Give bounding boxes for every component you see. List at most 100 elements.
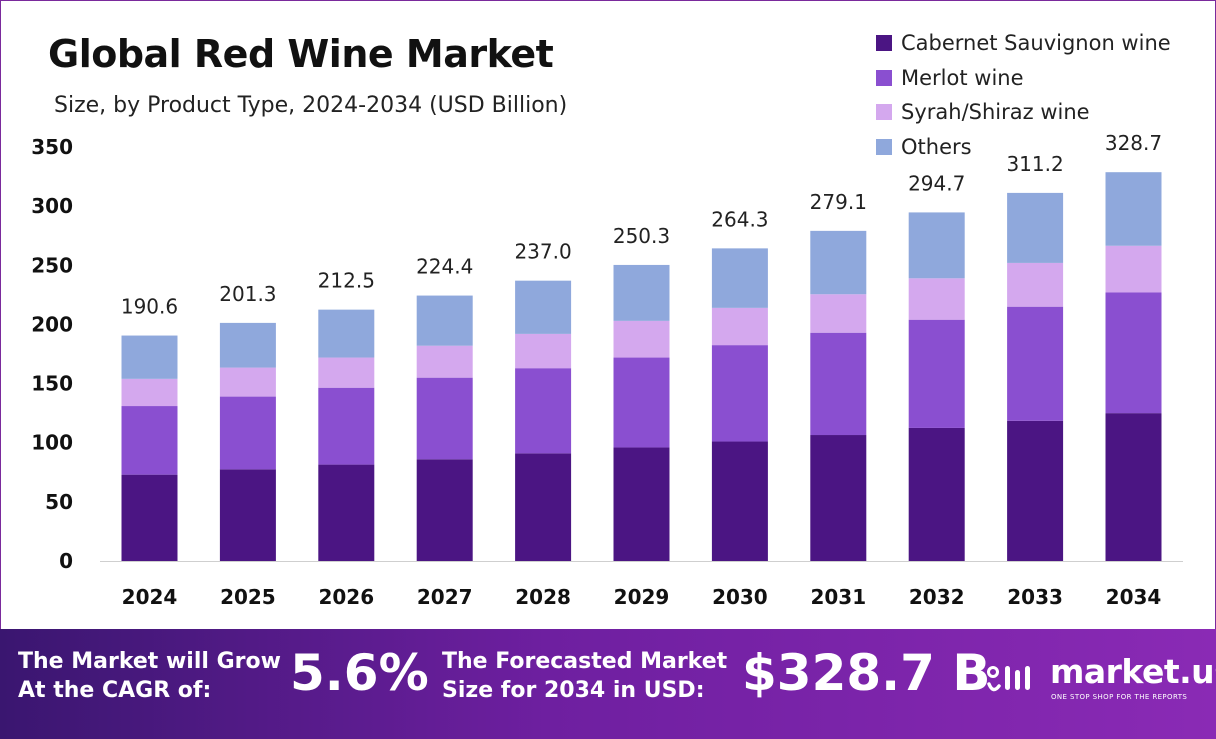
chart-subtitle: Size, by Product Type, 2024-2034 (USD Bi… xyxy=(54,93,568,118)
cagr-label: The Market will Grow At the CAGR of: xyxy=(18,647,281,705)
forecast-value: $328.7 B xyxy=(742,644,991,702)
bar-segment-cabernet xyxy=(1007,420,1064,561)
y-tick-label: 100 xyxy=(31,431,73,455)
bar-segment-others xyxy=(613,264,670,321)
legend-item-others: Others xyxy=(876,130,1171,165)
bar-segment-cabernet xyxy=(1105,413,1162,561)
bar-segment-cabernet xyxy=(515,453,572,561)
bar-segment-syrah xyxy=(121,378,178,407)
bar-segment-cabernet xyxy=(711,441,768,561)
y-tick-label: 50 xyxy=(45,490,73,514)
legend-swatch-merlot xyxy=(876,69,892,86)
bar-segment-others xyxy=(515,280,572,334)
legend-label-others: Others xyxy=(901,134,972,159)
bar-segment-merlot xyxy=(711,345,768,442)
legend-swatch-syrah xyxy=(876,104,892,121)
bar-segment-syrah xyxy=(613,320,670,358)
bar-segment-syrah xyxy=(416,345,473,378)
bar-segment-cabernet xyxy=(810,435,867,561)
bar-segment-others xyxy=(416,295,473,346)
bar-total-label: 294.7 xyxy=(908,171,965,195)
bar-segment-syrah xyxy=(1105,245,1162,293)
x-tick-label: 2025 xyxy=(220,585,276,609)
bar-segment-cabernet xyxy=(121,474,178,561)
y-tick-label: 200 xyxy=(31,312,73,336)
y-tick-label: 300 xyxy=(31,194,73,218)
y-tick-label: 0 xyxy=(59,549,73,573)
bar-total-label: 237.0 xyxy=(514,240,571,264)
forecast-label-line1: The Forecasted Market xyxy=(442,649,728,674)
bar-total-label: 201.3 xyxy=(219,282,276,306)
bar-segment-merlot xyxy=(416,377,473,460)
bar-segment-others xyxy=(908,212,965,279)
bar-segment-merlot xyxy=(515,368,572,454)
forecast-label: The Forecasted Market Size for 2034 in U… xyxy=(442,647,727,705)
bar-total-label: 264.3 xyxy=(711,207,768,231)
bar-total-label: 224.4 xyxy=(416,255,473,279)
market-us-tagline: ONE STOP SHOP FOR THE REPORTS xyxy=(1051,693,1188,701)
bar-segment-merlot xyxy=(219,396,276,470)
cagr-label-line2: At the CAGR of: xyxy=(18,678,212,703)
x-tick-label: 2030 xyxy=(712,585,768,609)
bar-segment-syrah xyxy=(515,333,572,369)
legend-label-merlot: Merlot wine xyxy=(901,65,1024,90)
x-tick-label: 2027 xyxy=(417,585,473,609)
bar-segment-others xyxy=(219,322,276,368)
x-tick-label: 2031 xyxy=(810,585,866,609)
bar-segment-merlot xyxy=(810,332,867,436)
bar-total-label: 250.3 xyxy=(613,224,670,248)
bar-segment-syrah xyxy=(908,278,965,320)
cagr-value: 5.6% xyxy=(290,644,429,702)
bar-segment-syrah xyxy=(1007,262,1064,307)
bar-segment-syrah xyxy=(810,294,867,333)
bar-segment-others xyxy=(121,335,178,379)
forecast-label-line2: Size for 2034 in USD: xyxy=(442,678,705,703)
bar-segment-merlot xyxy=(318,387,375,465)
y-tick-label: 250 xyxy=(31,253,73,277)
bar-segment-merlot xyxy=(121,406,178,475)
bar-total-label: 212.5 xyxy=(318,269,375,293)
bar-segment-merlot xyxy=(908,319,965,428)
legend: Cabernet Sauvignon wine Merlot wine Syra… xyxy=(876,26,1171,164)
cagr-label-line1: The Market will Grow xyxy=(18,649,281,674)
x-tick-label: 2029 xyxy=(614,585,670,609)
bar-segment-syrah xyxy=(318,357,375,388)
legend-label-syrah: Syrah/Shiraz wine xyxy=(901,100,1090,125)
bar-total-label: 328.7 xyxy=(1105,131,1162,155)
market-us-logo-icon xyxy=(987,666,1030,692)
bar-segment-others xyxy=(711,248,768,308)
bar-segment-others xyxy=(318,309,375,358)
bar-total-label: 279.1 xyxy=(810,190,867,214)
legend-item-syrah: Syrah/Shiraz wine xyxy=(876,95,1171,130)
market-us-logo-text: market.us xyxy=(1050,652,1216,691)
x-tick-label: 2032 xyxy=(909,585,965,609)
bar-segment-cabernet xyxy=(416,459,473,561)
bar-segment-merlot xyxy=(613,357,670,448)
x-tick-label: 2033 xyxy=(1007,585,1063,609)
bar-total-label: 190.6 xyxy=(121,295,178,319)
bar-total-label: 311.2 xyxy=(1006,152,1063,176)
bar-segment-others xyxy=(1105,172,1162,246)
x-tick-label: 2024 xyxy=(122,585,178,609)
legend-swatch-cabernet xyxy=(876,35,892,52)
bar-segment-syrah xyxy=(711,307,768,346)
legend-item-cabernet: Cabernet Sauvignon wine xyxy=(876,26,1171,61)
legend-label-cabernet: Cabernet Sauvignon wine xyxy=(901,31,1171,56)
bar-segment-syrah xyxy=(219,367,276,397)
footer-banner: The Market will Grow At the CAGR of: 5.6… xyxy=(0,629,1216,739)
x-tick-label: 2026 xyxy=(318,585,374,609)
x-tick-label: 2034 xyxy=(1106,585,1162,609)
bar-segment-cabernet xyxy=(318,464,375,561)
bar-segment-cabernet xyxy=(613,447,670,561)
bar-segment-cabernet xyxy=(219,469,276,561)
legend-swatch-others xyxy=(876,138,892,155)
stacked-bar-chart: 0 50 100 150 200 250 300 350 190.6 2024 201.3 2025 2… xyxy=(31,131,1183,609)
y-tick-label: 150 xyxy=(31,372,73,396)
chart-title: Global Red Wine Market xyxy=(48,32,554,76)
legend-item-merlot: Merlot wine xyxy=(876,61,1171,96)
bar-segment-merlot xyxy=(1007,306,1064,421)
bar-segment-cabernet xyxy=(908,427,965,561)
bar-segment-merlot xyxy=(1105,292,1162,414)
bar-segment-others xyxy=(810,230,867,295)
x-tick-label: 2028 xyxy=(515,585,571,609)
